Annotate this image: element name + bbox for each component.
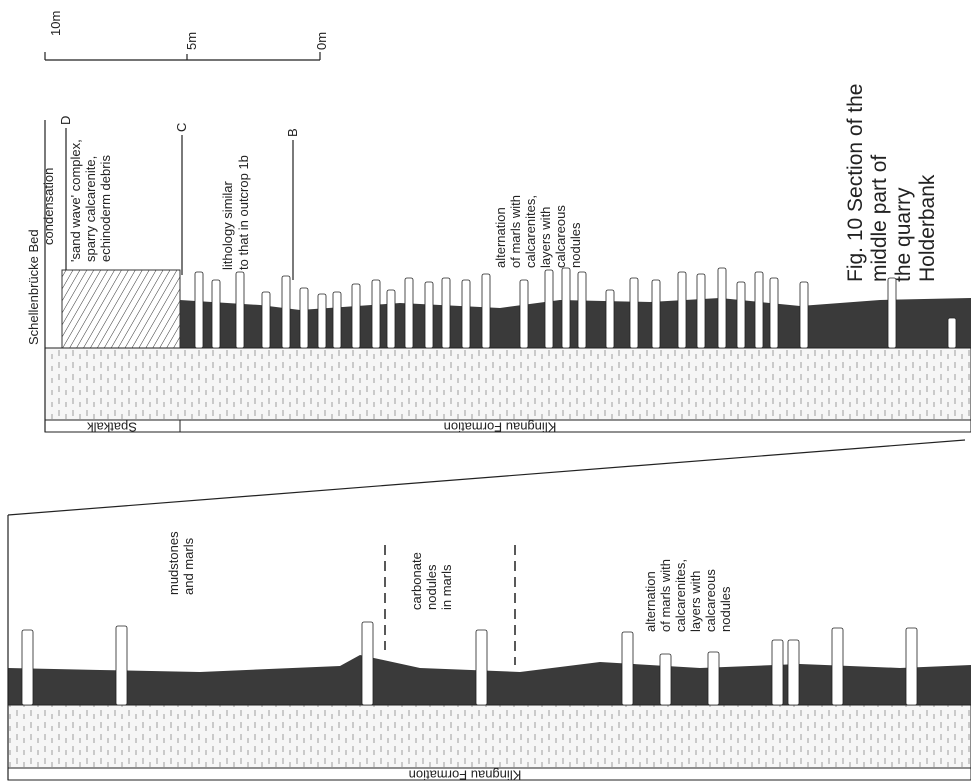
bed-label: Schellenbrücke Bed	[26, 229, 41, 345]
bed	[520, 280, 528, 348]
annotation: in marls	[439, 564, 454, 610]
bed	[906, 628, 917, 705]
annotation: and marls	[181, 537, 196, 595]
bed	[622, 632, 633, 705]
annotation: alternation	[493, 207, 508, 268]
marker: D	[58, 116, 73, 125]
connector	[8, 440, 965, 515]
bed	[678, 272, 686, 348]
bed	[362, 622, 373, 705]
bed	[212, 280, 220, 348]
annotation: of marls with	[658, 559, 673, 632]
bed	[372, 280, 380, 348]
annotation: layers with	[688, 571, 703, 632]
bed	[772, 640, 783, 705]
caption: Holderbank	[916, 174, 939, 282]
bed	[562, 268, 570, 348]
annotation: calcareous	[553, 205, 568, 268]
bed	[545, 270, 553, 348]
annotation: calcarenites,	[673, 559, 688, 632]
annotation: mudstones	[166, 531, 181, 595]
scale-label: 10m	[48, 11, 63, 36]
marker: B	[285, 128, 300, 137]
annotation: carbonate	[409, 552, 424, 610]
bed	[888, 278, 896, 348]
bed	[606, 290, 614, 348]
bed	[22, 630, 33, 705]
bed	[116, 626, 127, 705]
bed	[318, 294, 326, 348]
annotation: alternation	[643, 571, 658, 632]
scale-bar	[45, 52, 320, 60]
annotation: nodules	[718, 586, 733, 632]
bed	[660, 654, 671, 705]
lower-section	[8, 515, 971, 780]
annotation: calcareous	[703, 569, 718, 632]
bed	[462, 280, 470, 348]
formation-label: Klingnau Formation	[444, 420, 557, 435]
bed	[352, 284, 360, 348]
caption: the quarry	[892, 187, 915, 282]
bed	[425, 282, 433, 348]
bed	[718, 268, 726, 348]
bed	[282, 276, 290, 348]
bed	[195, 272, 203, 348]
bed	[300, 288, 308, 348]
bed	[770, 278, 778, 348]
formation-label: Klingnau Formation	[409, 768, 522, 783]
bed	[442, 278, 450, 348]
annotation: echinoderm debris	[98, 155, 113, 262]
marker: C	[174, 123, 189, 132]
bed	[387, 290, 395, 348]
annotation: nodules	[424, 564, 439, 610]
annotation: to that in outcrop 1b	[236, 155, 251, 270]
bed	[788, 640, 799, 705]
scale-label: 0m	[314, 32, 329, 50]
annotation: sparry calcarenite,	[83, 156, 98, 262]
figure: 10m 5m 0m Schellenbrücke Bed condensatio…	[0, 0, 971, 783]
bed	[236, 272, 244, 348]
caption: middle part of	[868, 155, 891, 282]
annotation: lithology similar	[220, 180, 235, 270]
bed	[708, 652, 719, 705]
annotation: nodules	[568, 222, 583, 268]
caption: Fig. 10 Section of the	[844, 84, 867, 282]
scale-label: 5m	[184, 32, 199, 50]
unit-label: Spatkalk	[87, 420, 137, 435]
bed	[948, 318, 956, 348]
bed	[482, 274, 490, 348]
bed	[476, 630, 487, 705]
upper-section	[45, 120, 971, 432]
annotation: of marls with	[508, 195, 523, 268]
annotation: calcarenites,	[523, 195, 538, 268]
bed	[652, 280, 660, 348]
bed	[697, 274, 705, 348]
condensation-label: condensation	[41, 168, 56, 245]
bed	[262, 292, 270, 348]
bed	[578, 272, 586, 348]
bed	[405, 278, 413, 348]
bed	[755, 272, 763, 348]
bed	[333, 292, 341, 348]
annotation: 'sand wave' complex,	[68, 139, 83, 262]
bed	[832, 628, 843, 705]
bed	[737, 282, 745, 348]
bed	[630, 278, 638, 348]
annotation: layers with	[538, 207, 553, 268]
bed	[800, 282, 808, 348]
